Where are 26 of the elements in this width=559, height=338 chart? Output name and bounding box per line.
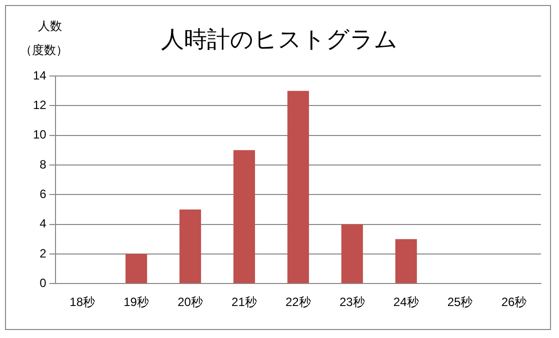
y-tick-label: 10 xyxy=(32,128,47,142)
x-tick-label: 26秒 xyxy=(501,295,527,310)
x-tick-label: 25秒 xyxy=(447,295,473,310)
y-axis-title: 人数 xyxy=(38,18,62,35)
x-tick-label: 18秒 xyxy=(70,295,96,310)
chart-title: 人時計のヒストグラム xyxy=(161,27,398,53)
bar xyxy=(341,224,363,284)
y-tick-label: 6 xyxy=(40,186,47,201)
x-tick-label: 22秒 xyxy=(285,295,311,310)
bar xyxy=(126,254,148,284)
y-tick-label: 2 xyxy=(40,246,47,260)
text: （度数） xyxy=(20,42,68,59)
y-tick-label: 12 xyxy=(32,98,47,112)
y-tick-label: 0 xyxy=(40,276,47,290)
y-tick-label: 14 xyxy=(32,68,47,82)
y-tick-label: 8 xyxy=(40,157,47,172)
bar xyxy=(287,90,309,284)
x-tick-label: 19秒 xyxy=(124,295,149,310)
x-tick-label: 21秒 xyxy=(232,295,257,310)
x-tick-label: 20秒 xyxy=(178,295,203,310)
x-tick-label: 23秒 xyxy=(339,295,365,310)
bar xyxy=(233,150,256,284)
x-tick-label: 24秒 xyxy=(393,295,419,310)
bar xyxy=(179,209,202,284)
y-tick-label: 4 xyxy=(40,216,47,231)
bar xyxy=(395,239,417,284)
